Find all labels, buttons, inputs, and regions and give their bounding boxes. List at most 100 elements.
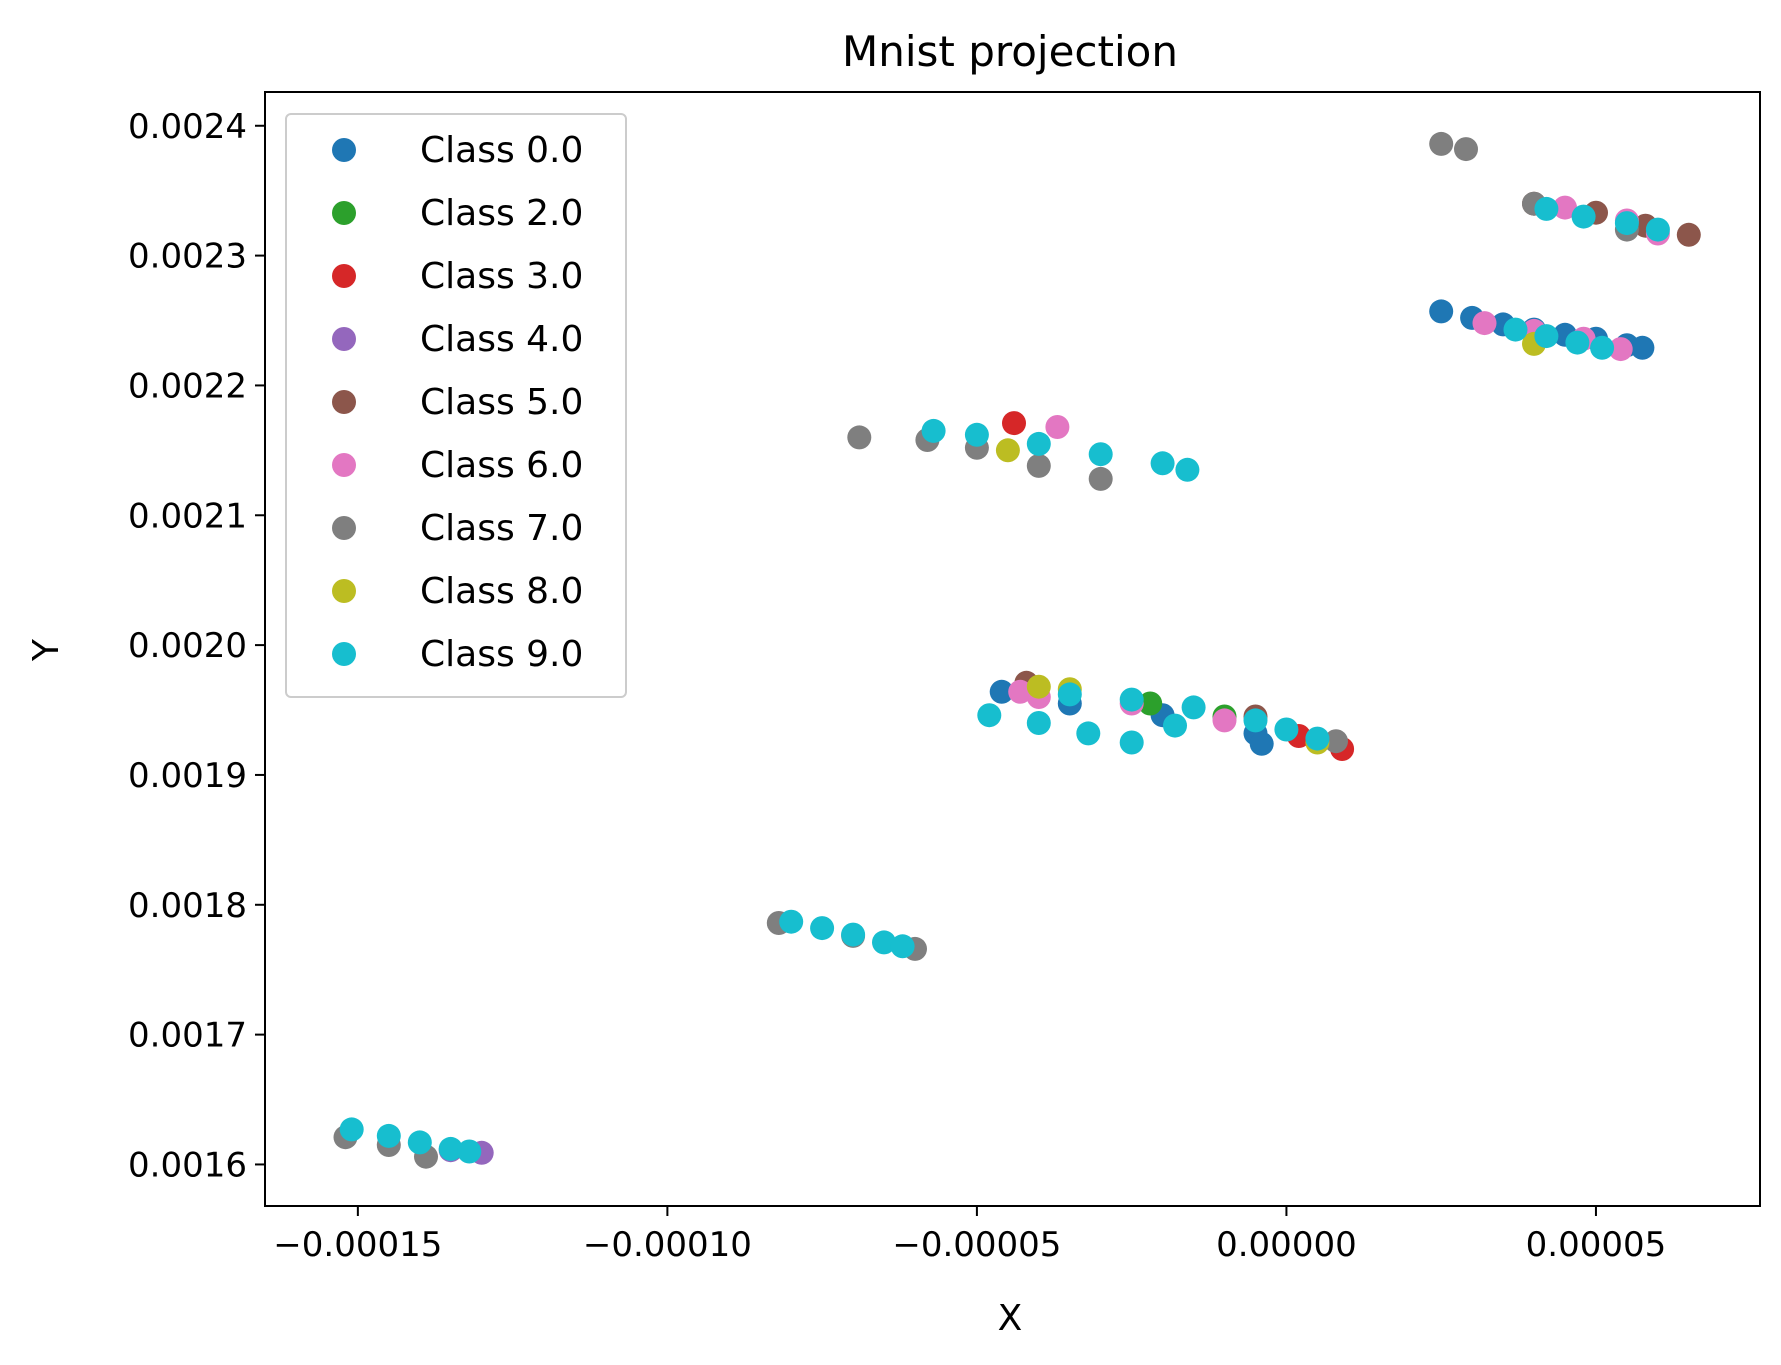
series-9	[339, 196, 1670, 1164]
data-point	[1324, 729, 1348, 754]
x-tick-label: 0.00005	[1526, 1225, 1667, 1265]
data-point	[1305, 726, 1330, 751]
data-point	[779, 909, 804, 934]
data-point	[995, 438, 1020, 463]
data-point	[1534, 196, 1559, 221]
data-point	[841, 922, 866, 947]
data-point	[1008, 679, 1033, 704]
data-point	[339, 1117, 364, 1142]
legend-label: Class 2.0	[420, 193, 583, 234]
data-point	[989, 679, 1014, 704]
data-point	[1076, 721, 1101, 746]
legend-item: Class 3.0	[332, 256, 583, 297]
x-tick-label: −0.00010	[583, 1225, 752, 1265]
data-point	[1534, 324, 1559, 349]
legend-label: Class 0.0	[420, 130, 583, 171]
legend-label: Class 3.0	[420, 256, 583, 297]
y-tick-label: 0.0018	[128, 886, 247, 926]
data-point	[1026, 453, 1051, 478]
chart-title: Mnist projection	[842, 27, 1178, 76]
data-point	[1274, 717, 1299, 742]
data-point	[1026, 431, 1051, 456]
data-point	[1429, 131, 1454, 156]
y-tick-label: 0.0023	[128, 237, 247, 277]
data-point	[1212, 708, 1237, 733]
legend-marker	[332, 264, 356, 288]
data-point	[847, 425, 872, 450]
data-point	[376, 1123, 401, 1148]
legend: Class 0.0 Class 2.0 Class 3.0 Class 4.0 Clas…	[285, 113, 627, 698]
legend-label: Class 6.0	[420, 445, 583, 486]
data-point	[1002, 411, 1026, 436]
legend-label: Class 9.0	[420, 634, 583, 675]
data-point	[1565, 330, 1590, 355]
data-point	[1590, 335, 1615, 360]
data-point	[1676, 222, 1701, 247]
legend-marker	[332, 516, 356, 540]
legend-marker	[332, 138, 356, 162]
data-point	[407, 1130, 432, 1155]
data-point	[810, 916, 835, 941]
data-point	[1181, 695, 1206, 720]
x-tick-label: −0.00015	[273, 1225, 442, 1265]
y-tick-label: 0.0024	[128, 107, 247, 147]
data-point	[1243, 708, 1268, 733]
legend-label: Class 7.0	[420, 508, 583, 549]
data-point	[1026, 674, 1051, 699]
y-tick-label: 0.0019	[128, 756, 247, 796]
data-point	[1454, 137, 1478, 162]
legend-marker	[332, 201, 356, 225]
legend-item: Class 4.0	[332, 319, 583, 360]
data-point	[1614, 211, 1639, 236]
legend-box	[285, 113, 627, 698]
plot-area-frame	[264, 91, 1761, 1207]
legend-item: Class 8.0	[332, 571, 583, 612]
legend-label: Class 5.0	[420, 382, 583, 423]
data-point	[1472, 311, 1497, 336]
data-point	[872, 930, 896, 955]
data-point	[1088, 466, 1113, 491]
legend-item: Class 7.0	[332, 508, 583, 549]
legend-item: Class 9.0	[332, 634, 583, 675]
legend-label: Class 4.0	[420, 319, 583, 360]
data-point	[438, 1136, 463, 1161]
x-tick-label: −0.00005	[892, 1225, 1061, 1265]
legend-label: Class 8.0	[420, 571, 583, 612]
y-tick-label: 0.0021	[128, 496, 247, 536]
data-point	[457, 1139, 482, 1164]
data-point	[1119, 687, 1144, 712]
y-tick-label: 0.0016	[128, 1145, 247, 1185]
data-point	[1571, 204, 1596, 229]
y-tick-label: 0.0020	[128, 626, 247, 666]
legend-marker	[332, 453, 356, 477]
data-point	[1608, 337, 1633, 362]
data-point	[1045, 415, 1070, 439]
data-point	[1645, 217, 1670, 242]
data-point	[890, 934, 915, 959]
points-layer	[333, 131, 1701, 1169]
data-point	[1026, 711, 1051, 735]
data-point	[1249, 731, 1274, 756]
legend-item: Class 6.0	[332, 445, 583, 486]
legend-item: Class 5.0	[332, 382, 583, 423]
y-axis: 0.0016 0.0017 0.0018 0.0019 0.0020 0.0021 0.00…	[128, 107, 265, 1185]
data-point	[1429, 299, 1454, 324]
legend-item: Class 2.0	[332, 193, 583, 234]
data-point	[1138, 691, 1163, 716]
data-point	[1503, 317, 1528, 342]
data-point	[977, 703, 1002, 728]
legend-marker	[332, 642, 356, 666]
legend-marker	[332, 327, 356, 351]
legend-marker	[332, 579, 356, 603]
data-point	[1630, 335, 1655, 360]
data-point	[1163, 713, 1187, 738]
data-point	[964, 422, 989, 447]
data-point	[1057, 682, 1082, 707]
x-tick-label: 0.00000	[1216, 1225, 1357, 1265]
data-point	[921, 418, 946, 443]
y-tick-label: 0.0022	[128, 366, 247, 406]
legend-marker	[332, 390, 356, 414]
data-point	[1119, 730, 1144, 755]
